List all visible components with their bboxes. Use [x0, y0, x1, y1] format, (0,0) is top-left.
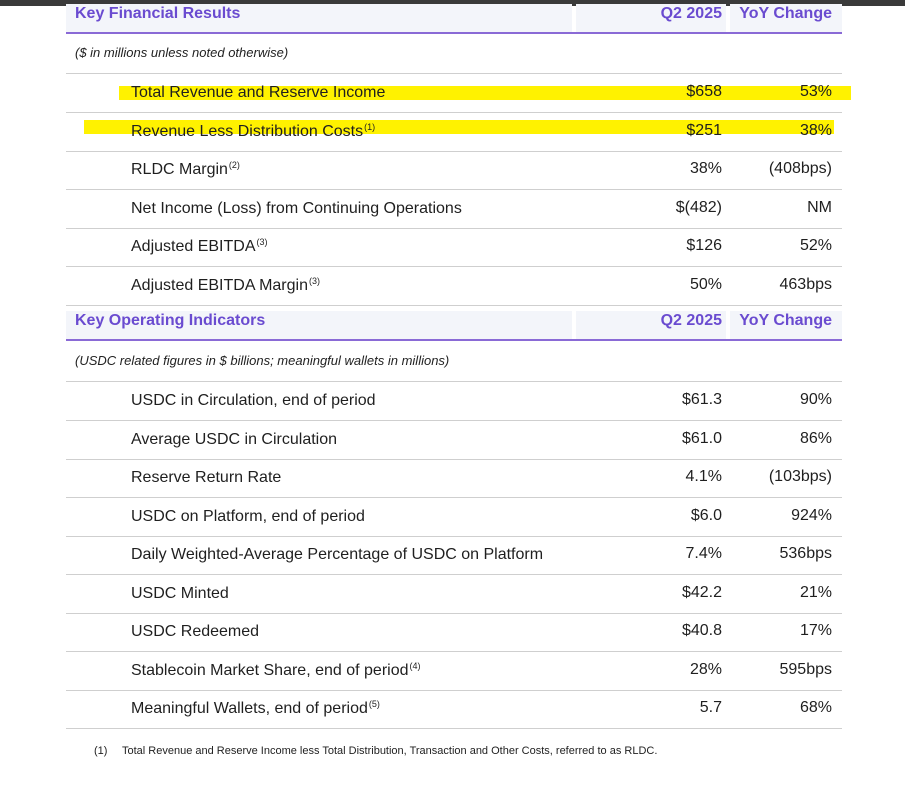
row-value: 5.7: [699, 699, 722, 716]
table-row: Meaningful Wallets, end of period(5) 5.7…: [66, 690, 842, 728]
row-divider: [66, 305, 842, 306]
yoy-change-column-header: YoY Change: [739, 5, 832, 22]
table-row: Adjusted EBITDA Margin(3) 50% 463bps: [66, 267, 842, 305]
row-change: 463bps: [779, 276, 833, 293]
window-top-bar: [0, 0, 905, 6]
table-row: Stablecoin Market Share, end of period(4…: [66, 652, 842, 690]
row-change: 924%: [791, 507, 832, 524]
header-cell-bg: [576, 4, 726, 32]
financial-results-header: Key Financial Results Q2 2025 YoY Change: [66, 4, 842, 34]
row-value: $42.2: [681, 584, 722, 601]
row-value: $61.3: [681, 391, 722, 408]
row-value: 4.1%: [685, 468, 722, 485]
financial-units-note: ($ in millions unless noted otherwise): [75, 45, 289, 60]
row-change: (103bps): [768, 468, 832, 485]
row-change: 595bps: [779, 661, 833, 678]
header-cell-bg: [576, 311, 726, 339]
table-row: Reserve Return Rate 4.1% (103bps): [66, 459, 842, 497]
row-value: $61.0: [681, 430, 722, 447]
header-cell-bg: [66, 311, 572, 339]
row-label: USDC in Circulation, end of period: [131, 392, 376, 409]
row-label: Adjusted EBITDA Margin(3): [131, 276, 320, 294]
row-divider: [66, 613, 842, 614]
header-cell-bg: [730, 311, 842, 339]
row-change: 86%: [799, 430, 832, 447]
row-label: Daily Weighted-Average Percentage of USD…: [131, 546, 544, 563]
table-row: USDC Minted $42.2 21%: [66, 575, 842, 613]
financial-results-title: Key Financial Results: [75, 5, 241, 22]
row-label: Stablecoin Market Share, end of period(4…: [131, 661, 421, 679]
row-change: 38%: [799, 122, 832, 139]
row-label: USDC on Platform, end of period: [131, 508, 365, 525]
row-change: 21%: [799, 584, 832, 601]
table-row: Daily Weighted-Average Percentage of USD…: [66, 536, 842, 574]
row-divider: [66, 151, 842, 152]
row-divider: [66, 497, 842, 498]
row-change: NM: [807, 199, 832, 216]
row-label: Reserve Return Rate: [131, 469, 282, 486]
row-divider: [66, 228, 842, 229]
table-row: RLDC Margin(2) 38% (408bps): [66, 151, 842, 189]
row-divider: [66, 728, 842, 729]
table-row: Total Revenue and Reserve Income $658 53…: [66, 74, 842, 112]
highlight-mark: [119, 86, 851, 100]
row-value: 38%: [689, 160, 722, 177]
row-divider: [66, 73, 842, 74]
row-divider: [66, 690, 842, 691]
operating-units-note: (USDC related figures in $ billions; mea…: [75, 353, 450, 368]
row-value: $6.0: [690, 507, 722, 524]
header-cell-bg: [730, 4, 842, 32]
table-row: Average USDC in Circulation $61.0 86%: [66, 421, 842, 459]
row-value: $251: [686, 122, 722, 139]
footnote-text: Total Revenue and Reserve Income less To…: [122, 745, 658, 757]
row-divider: [66, 574, 842, 575]
row-divider: [66, 420, 842, 421]
footnote: (1) Total Revenue and Reserve Income less…: [94, 745, 657, 757]
table-row: Net Income (Loss) from Continuing Operat…: [66, 190, 842, 228]
row-value: $126: [686, 237, 722, 254]
row-label: USDC Minted: [131, 585, 229, 602]
row-change: 536bps: [779, 545, 833, 562]
row-value: 50%: [689, 276, 722, 293]
row-label: Net Income (Loss) from Continuing Operat…: [131, 200, 462, 217]
row-label: Revenue Less Distribution Costs(1): [131, 122, 376, 140]
operating-indicators-header: Key Operating Indicators Q2 2025 YoY Cha…: [66, 311, 842, 341]
row-label: Average USDC in Circulation: [131, 431, 338, 448]
row-divider: [66, 112, 842, 113]
row-value: 28%: [689, 661, 722, 678]
period-column-header: Q2 2025: [660, 312, 722, 329]
highlight-mark: [84, 120, 834, 134]
row-label: USDC Redeemed: [131, 623, 260, 640]
operating-indicators-title: Key Operating Indicators: [75, 312, 266, 329]
row-change: 68%: [799, 699, 832, 716]
table-row: USDC Redeemed $40.8 17%: [66, 613, 842, 651]
table-row: USDC in Circulation, end of period $61.3…: [66, 382, 842, 420]
row-change: 52%: [799, 237, 832, 254]
row-divider: [66, 381, 842, 382]
table-row: Revenue Less Distribution Costs(1) $251 …: [66, 113, 842, 151]
period-column-header: Q2 2025: [660, 5, 722, 22]
row-label: RLDC Margin(2): [131, 160, 240, 178]
row-divider: [66, 189, 842, 190]
row-label: Meaningful Wallets, end of period(5): [131, 699, 380, 717]
row-divider: [66, 651, 842, 652]
footnote-number: (1): [94, 745, 108, 757]
row-divider: [66, 459, 842, 460]
row-divider: [66, 536, 842, 537]
row-value: $658: [686, 83, 722, 100]
table-row: USDC on Platform, end of period $6.0 924…: [66, 498, 842, 536]
table-row: Adjusted EBITDA(3) $126 52%: [66, 228, 842, 266]
row-value: 7.4%: [685, 545, 722, 562]
row-change: 53%: [799, 83, 832, 100]
header-cell-bg: [66, 4, 572, 32]
row-change: 17%: [799, 622, 832, 639]
row-change: 90%: [799, 391, 832, 408]
row-value: $40.8: [681, 622, 722, 639]
row-value: $(482): [675, 199, 722, 216]
row-change: (408bps): [768, 160, 832, 177]
yoy-change-column-header: YoY Change: [739, 312, 832, 329]
row-divider: [66, 266, 842, 267]
row-label: Adjusted EBITDA(3): [131, 237, 268, 255]
row-label: Total Revenue and Reserve Income: [131, 84, 386, 101]
